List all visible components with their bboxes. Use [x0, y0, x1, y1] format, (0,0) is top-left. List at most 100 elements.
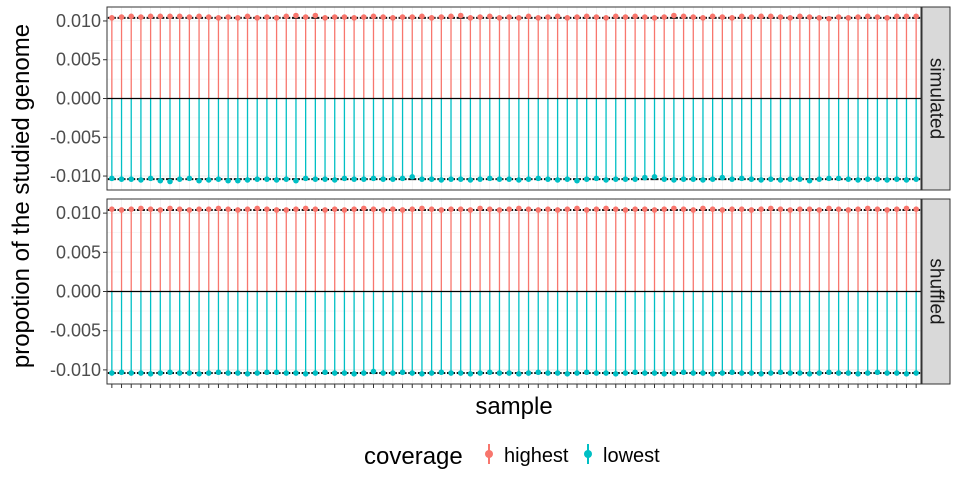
- point-highest: [205, 14, 212, 20]
- point-highest: [370, 13, 377, 20]
- point-highest: [748, 207, 755, 213]
- point-lowest: [903, 177, 910, 183]
- point-lowest: [486, 369, 493, 376]
- point-lowest: [816, 370, 823, 376]
- point-lowest: [690, 370, 697, 376]
- point-lowest: [254, 370, 261, 376]
- point-highest: [787, 15, 793, 21]
- point-highest: [399, 14, 406, 20]
- legend: coverage highest lowest: [364, 443, 660, 470]
- point-highest: [215, 205, 222, 212]
- panel-simulated: -0.010 -0.005 0.000 0.005 0.010 simulated: [50, 6, 951, 191]
- point-highest: [525, 13, 532, 20]
- point-lowest: [864, 176, 871, 182]
- point-lowest: [632, 176, 638, 182]
- point-lowest: [467, 371, 474, 377]
- point-lowest: [671, 370, 677, 376]
- point-lowest: [264, 176, 270, 182]
- point-lowest: [797, 176, 803, 182]
- point-lowest: [176, 370, 183, 376]
- point-lowest: [593, 370, 600, 376]
- point-highest: [467, 15, 474, 21]
- point-highest: [438, 207, 445, 213]
- point-lowest: [758, 177, 764, 183]
- point-highest: [612, 206, 619, 212]
- point-highest: [138, 14, 144, 20]
- point-lowest: [855, 177, 861, 183]
- point-highest: [903, 13, 910, 20]
- point-lowest: [235, 177, 241, 184]
- point-lowest: [748, 370, 755, 376]
- point-highest: [147, 13, 154, 20]
- point-highest: [719, 14, 726, 20]
- point-lowest: [709, 371, 716, 377]
- point-lowest: [147, 371, 154, 377]
- point-lowest: [351, 176, 357, 182]
- point-highest: [651, 207, 658, 213]
- point-highest: [186, 207, 193, 213]
- point-highest: [167, 13, 173, 20]
- point-highest: [264, 206, 270, 212]
- point-highest: [351, 206, 357, 212]
- point-lowest: [758, 371, 764, 377]
- point-lowest: [215, 369, 222, 376]
- point-lowest: [273, 369, 280, 376]
- point-lowest: [651, 370, 658, 376]
- point-highest: [719, 207, 726, 213]
- point-highest: [874, 14, 881, 20]
- point-lowest: [506, 176, 512, 182]
- point-highest: [496, 207, 503, 213]
- point-highest: [331, 14, 338, 20]
- facet-panels: -0.010-0.0050.0000.0050.010simulated-0.0…: [50, 6, 951, 388]
- point-highest: [671, 12, 677, 19]
- point-highest: [428, 15, 435, 21]
- x-axis-title: sample: [475, 393, 552, 420]
- point-highest: [787, 207, 793, 213]
- point-lowest: [884, 370, 890, 376]
- point-highest: [399, 207, 406, 213]
- point-lowest: [690, 176, 697, 182]
- point-lowest: [205, 370, 212, 376]
- point-highest: [758, 13, 764, 20]
- point-lowest: [893, 370, 900, 376]
- point-lowest: [409, 174, 416, 180]
- point-lowest: [448, 176, 454, 182]
- point-highest: [293, 206, 299, 212]
- point-highest: [826, 15, 832, 22]
- point-highest: [864, 13, 871, 20]
- point-lowest: [322, 176, 328, 182]
- point-lowest: [399, 175, 406, 182]
- point-highest: [457, 12, 464, 19]
- point-highest: [680, 206, 687, 212]
- point-lowest: [797, 370, 803, 376]
- point-lowest: [700, 370, 706, 376]
- point-lowest: [506, 370, 512, 376]
- point-highest: [128, 13, 135, 20]
- point-highest: [254, 205, 261, 212]
- point-lowest: [525, 176, 532, 182]
- point-lowest: [516, 177, 522, 183]
- point-lowest: [477, 176, 483, 182]
- point-lowest: [516, 371, 522, 377]
- point-highest: [341, 207, 348, 213]
- point-highest: [225, 206, 231, 212]
- point-highest: [816, 15, 823, 21]
- point-lowest: [302, 371, 309, 377]
- point-highest: [845, 207, 852, 213]
- y-tick-label: -0.010: [50, 166, 101, 186]
- point-highest: [884, 207, 890, 213]
- point-highest: [826, 205, 832, 212]
- point-highest: [254, 15, 261, 21]
- point-highest: [486, 13, 493, 20]
- point-lowest: [554, 177, 561, 183]
- point-highest: [816, 207, 823, 213]
- point-highest: [506, 14, 512, 20]
- point-lowest: [273, 177, 280, 183]
- point-highest: [612, 13, 619, 20]
- point-highest: [273, 15, 280, 21]
- point-highest: [545, 206, 551, 212]
- point-lowest: [729, 369, 735, 376]
- point-lowest: [341, 370, 348, 376]
- point-highest: [729, 206, 735, 212]
- facet-label: shuffled: [926, 258, 947, 324]
